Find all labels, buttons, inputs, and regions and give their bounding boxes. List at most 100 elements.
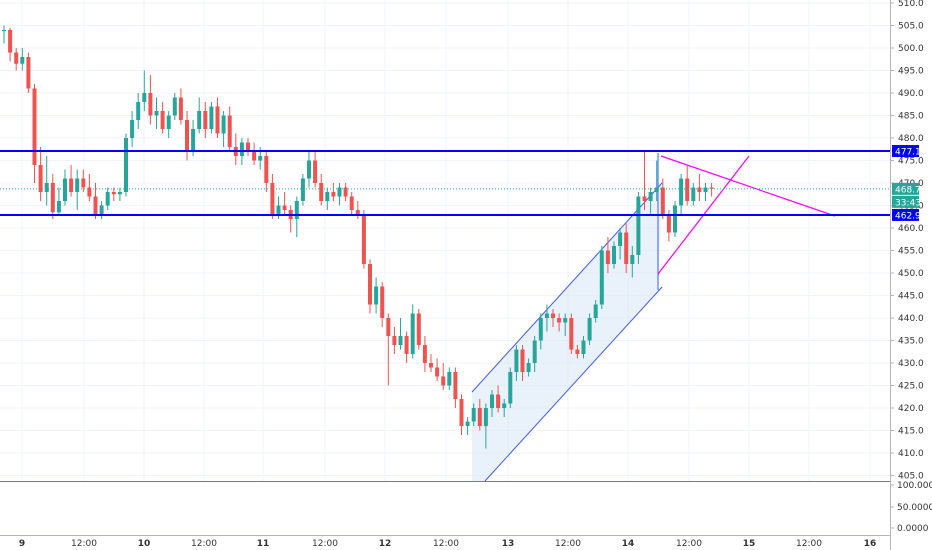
candle-body xyxy=(197,111,202,129)
candle-body xyxy=(557,318,562,323)
candle-body xyxy=(368,264,372,305)
last-price-tag: 468.7 xyxy=(895,185,921,195)
price-tick-label: 510.0 xyxy=(898,0,924,9)
candle-body xyxy=(355,210,360,215)
candle-body xyxy=(105,192,110,206)
candle-body xyxy=(361,214,366,264)
candle-body xyxy=(14,52,19,64)
candle-body xyxy=(185,120,189,152)
candle-body xyxy=(294,201,299,219)
candle-body xyxy=(441,376,446,386)
time-tick-label: 13 xyxy=(502,539,515,549)
price-tick-label: 435.0 xyxy=(898,337,924,347)
candle-body xyxy=(483,408,488,426)
candle-body xyxy=(453,372,458,399)
candle-body xyxy=(252,151,257,161)
candle-body xyxy=(203,111,208,129)
candle-body xyxy=(642,196,647,201)
indicator-tick-label: 100.0000 xyxy=(897,481,932,491)
time-tick-label: 12 xyxy=(379,539,392,549)
channel-lower-line[interactable] xyxy=(484,286,663,482)
candle-body xyxy=(465,421,470,426)
candle-body xyxy=(447,372,452,386)
price-tick-label: 410.0 xyxy=(898,449,924,459)
candle-body xyxy=(99,205,104,215)
candle-body xyxy=(117,192,122,195)
price-tick-label: 430.0 xyxy=(898,359,924,369)
candle-body xyxy=(172,97,177,116)
candle-body xyxy=(605,250,610,264)
price-tick-label: 480.0 xyxy=(898,134,924,144)
candle-body xyxy=(612,246,616,264)
candle-body xyxy=(490,394,494,408)
candle-body xyxy=(142,93,147,102)
indicator-tick-label: 0.0000 xyxy=(897,524,929,534)
price-tags: 477.1 468.7 33:43 462.9 xyxy=(892,145,921,221)
candle-body xyxy=(581,340,586,354)
candle-body xyxy=(270,183,275,215)
triangle-upper-line[interactable] xyxy=(660,155,836,217)
candle-body xyxy=(258,156,263,161)
countdown-tag-bg xyxy=(892,195,919,208)
candle-body xyxy=(56,201,61,213)
candle-body xyxy=(520,349,525,372)
candle-body xyxy=(81,178,86,188)
time-axis[interactable]: 9 12:00 10 12:00 11 12:00 12 12:00 13 12:00 14 12:0… xyxy=(19,539,876,549)
candle-body xyxy=(75,178,80,192)
price-tick-label: 445.0 xyxy=(898,292,924,302)
candle-body xyxy=(50,183,55,213)
candle-body xyxy=(87,187,92,197)
candle-body xyxy=(679,178,684,206)
candle-body xyxy=(111,192,116,195)
candle-body xyxy=(227,115,232,147)
candle-body xyxy=(300,178,305,201)
time-tick-label: 12:00 xyxy=(312,539,338,549)
candle-body xyxy=(178,97,183,120)
candle-body xyxy=(471,408,476,422)
indicator-tick-label: 50.0000 xyxy=(897,503,932,513)
price-tick-label: 455.0 xyxy=(898,247,924,257)
candle-body xyxy=(666,214,671,233)
candle-body xyxy=(191,129,196,152)
candle-body xyxy=(673,205,677,233)
candle-body xyxy=(569,318,574,350)
channel-upper-line[interactable] xyxy=(471,182,663,393)
price-tick-label: 495.0 xyxy=(898,67,924,77)
candle-body xyxy=(69,178,74,192)
candle-body xyxy=(264,156,269,183)
candle-body xyxy=(654,187,659,192)
time-tick-label: 12:00 xyxy=(71,539,97,549)
candle-body xyxy=(599,250,604,305)
candle-body xyxy=(624,232,629,264)
price-tick-label: 500.0 xyxy=(898,44,924,54)
candle-body xyxy=(319,183,324,201)
candle-body xyxy=(648,192,653,201)
horizontal-levels[interactable] xyxy=(0,150,890,216)
candle-body xyxy=(276,205,281,215)
candle-body xyxy=(551,313,555,318)
candle-body xyxy=(691,187,696,201)
candle-body xyxy=(8,30,13,53)
candle-body xyxy=(44,183,49,192)
candle-body xyxy=(398,336,403,345)
indicator-axis[interactable]: 100.0000 50.0000 0.0000 xyxy=(890,481,932,534)
candle-body xyxy=(221,115,226,134)
candle-body xyxy=(246,142,250,152)
price-tick-label: 425.0 xyxy=(898,382,924,392)
candle-body xyxy=(544,313,549,318)
candle-body xyxy=(20,57,25,64)
candle-body xyxy=(307,160,311,179)
candle-body xyxy=(209,106,214,129)
candle-body xyxy=(38,165,43,192)
candle-body xyxy=(459,399,464,426)
candle-body xyxy=(496,394,501,408)
candle-body xyxy=(392,336,397,345)
time-tick-label: 12:00 xyxy=(433,539,459,549)
candle-body xyxy=(703,187,708,192)
time-tick-label: 16 xyxy=(864,539,877,549)
candle-body xyxy=(63,178,67,201)
candle-body xyxy=(416,313,421,345)
candle-body xyxy=(93,196,98,215)
